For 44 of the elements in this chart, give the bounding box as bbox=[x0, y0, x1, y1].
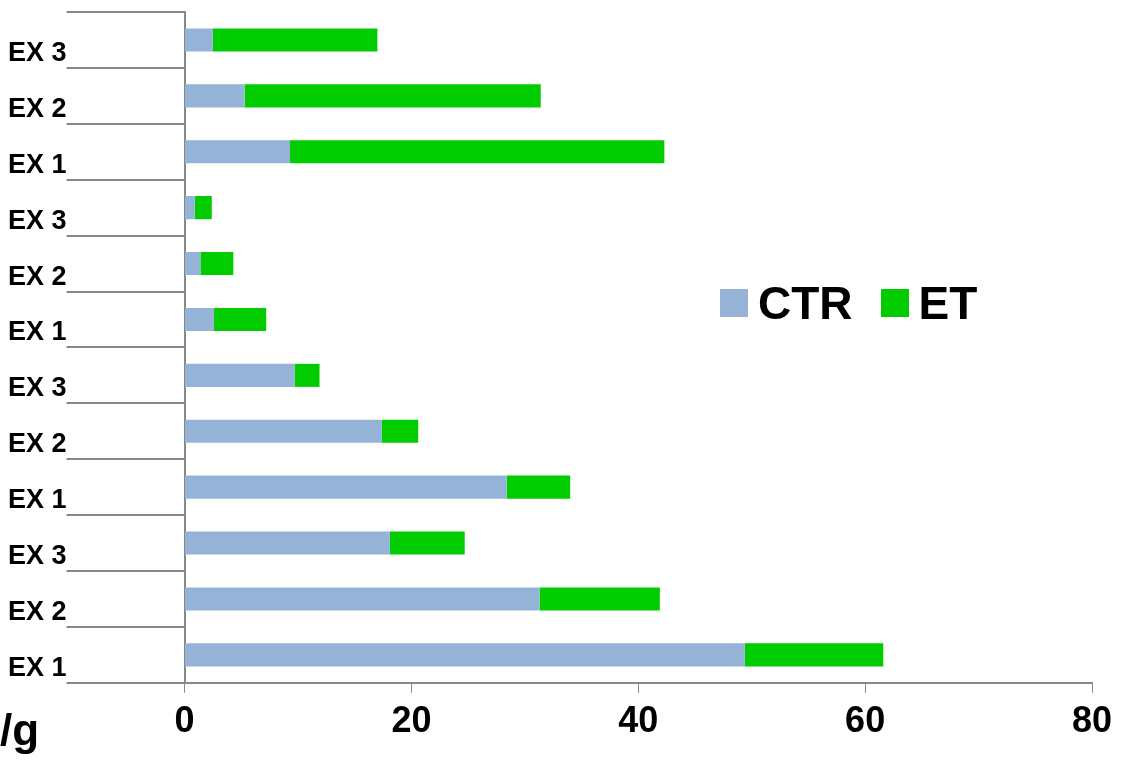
x-tick-label: 0 bbox=[174, 699, 195, 741]
legend-label: CTR bbox=[757, 276, 853, 330]
bar bbox=[214, 307, 267, 331]
bar bbox=[185, 587, 540, 611]
bar bbox=[185, 643, 745, 667]
y-tick-label: EX 1 bbox=[8, 651, 67, 682]
bar bbox=[185, 307, 215, 331]
y-tick-label: EX 1 bbox=[8, 316, 67, 347]
y-tick-label: EX 2 bbox=[8, 260, 67, 291]
y-tick-label: EX 2 bbox=[8, 428, 67, 459]
legend-label: ET bbox=[917, 276, 978, 330]
bar bbox=[185, 419, 382, 443]
bar bbox=[185, 140, 291, 164]
y-tick-label: EX 3 bbox=[8, 372, 67, 403]
y-tick-label: EX 3 bbox=[8, 36, 67, 67]
bar bbox=[389, 531, 465, 555]
y-tick-label: EX 3 bbox=[8, 540, 67, 570]
bar bbox=[290, 140, 665, 164]
x-tick-label: 20 bbox=[391, 699, 432, 741]
bar bbox=[185, 363, 295, 387]
bar bbox=[185, 252, 201, 276]
bar bbox=[212, 28, 378, 52]
y-tick-label: EX 2 bbox=[8, 92, 67, 123]
bar bbox=[506, 475, 571, 499]
bar bbox=[744, 643, 884, 667]
y-tick-label: EX 3 bbox=[8, 204, 67, 235]
bar bbox=[185, 196, 195, 220]
x-tick-label: 80 bbox=[1071, 699, 1113, 741]
bar bbox=[200, 252, 234, 276]
bar bbox=[185, 84, 245, 108]
y-tick-label: EX 1 bbox=[8, 484, 67, 515]
bar bbox=[185, 531, 390, 555]
bar bbox=[294, 363, 320, 387]
bar bbox=[244, 84, 541, 108]
x-axis-title: /g bbox=[0, 704, 40, 754]
bar bbox=[194, 196, 212, 220]
y-tick-label: EX 1 bbox=[8, 148, 67, 179]
bar bbox=[539, 587, 660, 611]
x-tick-label: 60 bbox=[845, 699, 886, 741]
bar bbox=[381, 419, 419, 443]
y-tick-label: EX 2 bbox=[8, 595, 67, 626]
bar bbox=[185, 28, 213, 52]
x-tick-label: 40 bbox=[618, 699, 659, 741]
bar bbox=[185, 475, 507, 499]
